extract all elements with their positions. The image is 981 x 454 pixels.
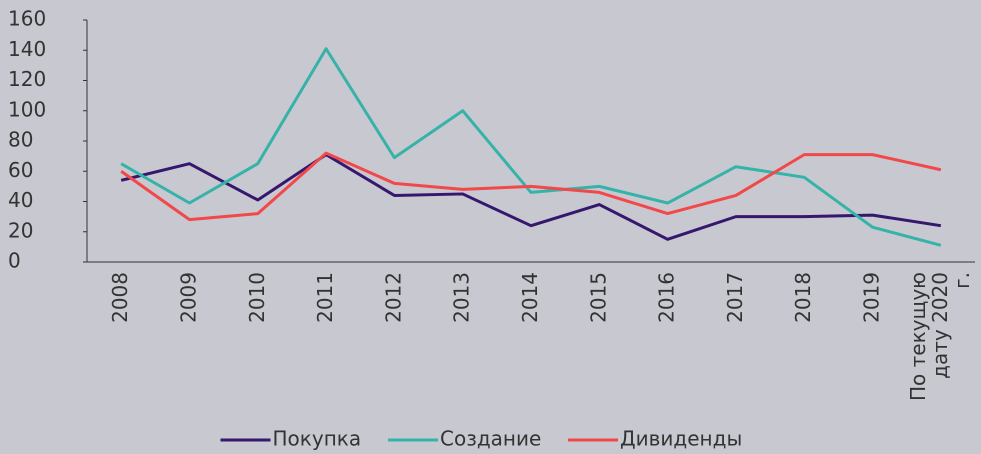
series-line <box>120 47 942 247</box>
x-tick-label-line: 2019 <box>859 272 883 323</box>
y-tick-label: 0 <box>8 249 21 273</box>
series-line <box>120 151 942 222</box>
x-tick-label-line: 2014 <box>518 272 542 323</box>
x-tick-label-line: 2015 <box>586 272 610 323</box>
x-tick-label: 2019 <box>859 272 883 323</box>
y-tick-label: 40 <box>8 188 33 212</box>
y-tick-label: 140 <box>8 37 46 61</box>
x-tick-label: 2011 <box>313 272 337 323</box>
x-tick-label-line: 2009 <box>176 272 200 323</box>
x-tick-label: 2010 <box>244 272 268 323</box>
x-tick-label: 2017 <box>722 272 746 323</box>
x-tick-label-line: 2010 <box>244 272 268 323</box>
x-tick-label-line: 2011 <box>313 272 337 323</box>
legend-label: Создание <box>440 427 541 451</box>
x-tick-label-line: По текущую <box>905 272 929 401</box>
x-tick-label-line: 2012 <box>381 272 405 323</box>
x-tick-label-line: дату 2020 <box>927 272 951 379</box>
y-tick-label: 160 <box>8 7 46 31</box>
y-tick-label: 60 <box>8 158 33 182</box>
x-tick-label: 2012 <box>381 272 405 323</box>
series-line <box>120 153 942 241</box>
x-tick-label: 2013 <box>449 272 473 323</box>
x-tick-label: 2009 <box>176 272 200 323</box>
y-tick-label: 80 <box>8 128 33 152</box>
x-tick-label: 2018 <box>791 272 815 323</box>
x-tick-label: По текущуюдату 2020г. <box>905 272 973 401</box>
x-tick-label-line: 2016 <box>654 272 678 323</box>
x-tick-label: 2014 <box>518 272 542 323</box>
legend-label: Дивиденды <box>620 427 742 451</box>
x-tick-label-line: 2008 <box>108 272 132 323</box>
y-tick-label: 120 <box>8 67 46 91</box>
x-tick-label: 2015 <box>586 272 610 323</box>
x-tick-label-line: 2018 <box>791 272 815 323</box>
y-tick-label: 20 <box>8 218 33 242</box>
x-tick-label-line: г. <box>949 272 973 289</box>
y-tick-label: 100 <box>8 97 46 121</box>
x-tick-label-line: 2017 <box>722 272 746 323</box>
x-tick-label: 2008 <box>108 272 132 323</box>
legend-label: Покупка <box>273 427 362 451</box>
x-tick-label: 2016 <box>654 272 678 323</box>
x-tick-label-line: 2013 <box>449 272 473 323</box>
